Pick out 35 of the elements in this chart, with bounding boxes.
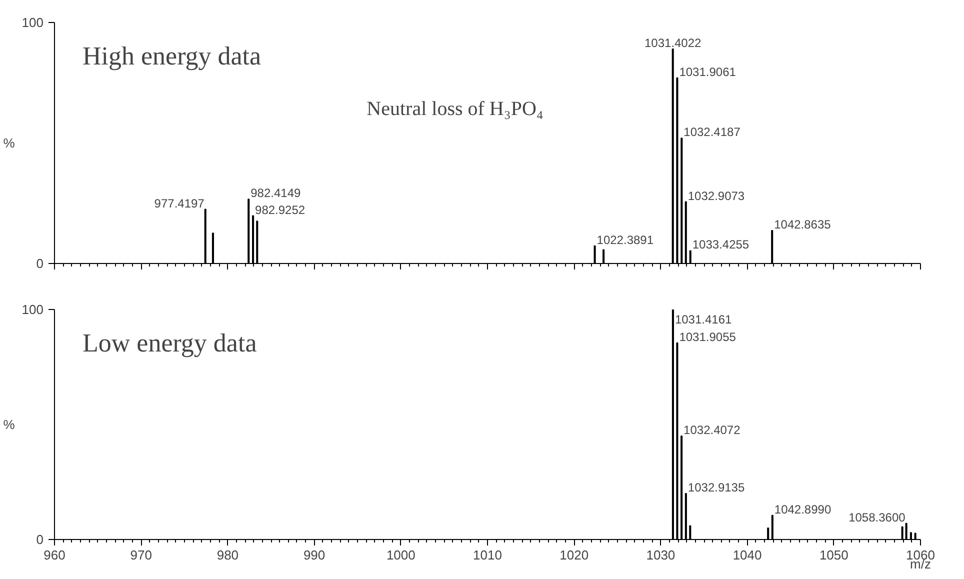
x-tick-label: 970 — [130, 548, 152, 562]
x-tick-label: 1030 — [646, 548, 676, 562]
annotation: 977.4197 — [154, 196, 205, 210]
annotation: 1031.4161 — [674, 312, 732, 326]
annotation: 1033.4255 — [692, 238, 750, 252]
y-tick-label: 100 — [22, 302, 44, 317]
annotation: 982.9252 — [255, 202, 306, 217]
annotation: 1042.8990 — [774, 502, 832, 516]
annotation: 1031.9061 — [679, 64, 736, 79]
x-tick-label: 1000 — [386, 548, 416, 562]
x-tick-label: 990 — [303, 548, 326, 562]
y-tick-label: 0 — [36, 256, 44, 271]
annotation: 1031.4022 — [644, 36, 702, 50]
x-tick-label: 1020 — [560, 548, 589, 562]
annotation: 1022.3891 — [596, 232, 654, 247]
annotation: 1032.4187 — [684, 125, 741, 140]
annotation: 1032.4072 — [684, 423, 741, 437]
annotation: 982.4149 — [250, 186, 301, 200]
y-tick-label: 100 — [22, 15, 44, 30]
x-tick-label: 1050 — [819, 548, 848, 562]
annotation: Neutral loss of H₃PO₄ — [366, 98, 544, 120]
x-tick-label: 980 — [216, 548, 239, 562]
y-axis-title: % — [3, 136, 16, 150]
annotation: High energy data — [82, 42, 262, 70]
y-tick-label: 0 — [36, 532, 44, 547]
x-tick-label: 1040 — [732, 548, 762, 562]
x-tick-label: 1010 — [473, 548, 502, 562]
annotation: 1042.8635 — [774, 217, 832, 232]
annotation: 1032.9135 — [688, 480, 745, 494]
x-tick-label: 960 — [44, 548, 66, 562]
y-axis-title: % — [3, 417, 16, 432]
annotation: Low energy data — [82, 328, 258, 358]
annotation: 1032.9073 — [688, 188, 745, 203]
annotation: 1058.3600 — [848, 510, 906, 524]
annotation: 1031.9055 — [679, 330, 736, 344]
